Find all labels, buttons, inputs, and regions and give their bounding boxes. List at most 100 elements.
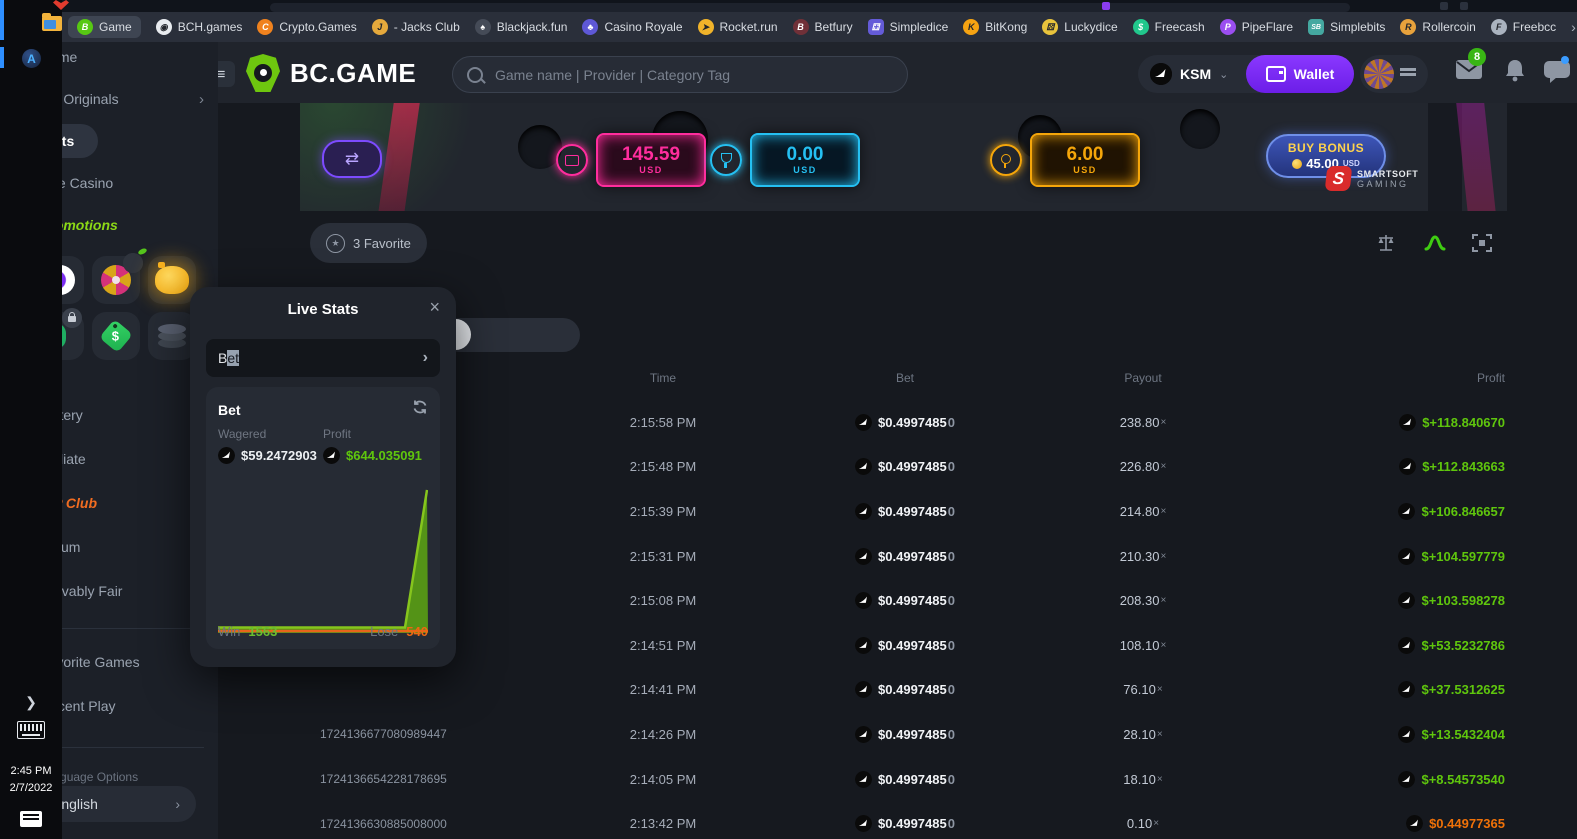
bet-row[interactable]: 2:15:08 PM $0.4997485 0 208.30 × $+103.598…	[0, 578, 1577, 623]
bookmark-item[interactable]: ⚃ Simpledice	[867, 19, 948, 35]
bet-row[interactable]: 2:15:48 PM $0.4997485 0 226.80 × $+112.843…	[0, 445, 1577, 490]
bookmarks-overflow-chevron[interactable]: ›	[1571, 19, 1576, 35]
bet-time: 2:15:58 PM	[629, 414, 697, 430]
chat-icon[interactable]	[1544, 61, 1572, 88]
browser-profile-icon[interactable]	[1460, 2, 1468, 10]
banner-refresh-button[interactable]: ⇄	[322, 140, 382, 178]
bc-game-logo[interactable]: BC.GAME	[246, 54, 416, 92]
ksm-coin-icon	[1399, 458, 1417, 476]
bet-row[interactable]: 1724136677080989447 2:14:26 PM $0.499748…	[0, 712, 1577, 757]
ksm-coin-icon	[855, 458, 873, 476]
bet-row[interactable]: 1724136630885008000 2:13:42 PM $0.499748…	[0, 801, 1577, 839]
bookmark-item[interactable]: SB Simplebits	[1308, 19, 1385, 35]
bet-time: 2:14:26 PM	[629, 726, 697, 742]
game-search[interactable]	[452, 56, 908, 93]
live-stats-icon[interactable]	[1424, 233, 1446, 253]
bookmark-favicon: R	[1400, 19, 1417, 35]
theater-mode-icon[interactable]	[1472, 233, 1492, 253]
bet-profit: $+53.5232786	[1280, 623, 1505, 668]
banner-stat-icon	[556, 144, 588, 176]
bet-id: 1724136630885008000	[320, 816, 447, 831]
bookmark-item[interactable]: B Betfury	[792, 19, 853, 35]
bet-id: 1724136677080989447	[320, 727, 447, 742]
bookmark-item[interactable]: J - Jacks Club	[371, 19, 460, 35]
ksm-coin-icon	[855, 636, 873, 654]
clock-time[interactable]: 2:45 PM	[10, 765, 52, 777]
bookmark-item[interactable]: F Freebcc	[1490, 19, 1556, 35]
bookmark-item[interactable]: K BitKong	[963, 19, 1027, 35]
language-options-label: Language Options	[40, 770, 139, 784]
bookmark-label: Betfury	[814, 20, 853, 34]
bet-row[interactable]: 2:15:39 PM $0.4997485 0 214.80 × $+106.846…	[0, 489, 1577, 534]
browser-menu-icon[interactable]	[1440, 2, 1448, 10]
avatar[interactable]	[1364, 59, 1394, 89]
smartsoft-icon: S	[1324, 166, 1353, 191]
banner-stat-value: 0.00	[786, 144, 824, 165]
clock-date[interactable]: 2/7/2022	[9, 782, 53, 794]
mail-badge: 8	[1468, 48, 1486, 66]
notifications-icon[interactable]	[20, 811, 42, 827]
bookmark-label: Luckydice	[1064, 20, 1118, 34]
sidebar-nav-item[interactable]: Favorite Games	[40, 654, 140, 670]
bookmark-label: Crypto.Games	[279, 20, 357, 34]
ksm-coin-icon	[855, 502, 873, 520]
app-a-icon[interactable]: A	[22, 49, 41, 68]
bet-payout: 18.10 ×	[1123, 771, 1163, 787]
bookmark-item[interactable]: B Game	[68, 16, 141, 38]
taskbar-expand-chevron[interactable]: ❯	[25, 694, 37, 710]
bookmark-item[interactable]: ⚄ Luckydice	[1042, 19, 1118, 35]
bet-row[interactable]: 2:14:41 PM $0.4997485 0 76.10 × $+37.53126…	[0, 668, 1577, 713]
bet-amount: $0.4997485 0	[800, 578, 1010, 623]
currency-code: KSM	[1180, 66, 1212, 82]
fairness-scales-icon[interactable]	[1376, 233, 1396, 253]
bet-amount: $0.4997485 0	[800, 801, 1010, 839]
ksm-coin-icon	[1398, 502, 1416, 520]
browser-chrome	[0, 0, 1577, 12]
bonus-tile[interactable]	[148, 256, 196, 304]
wallet-button[interactable]: Wallet	[1246, 55, 1354, 93]
bonus-tile[interactable]	[92, 312, 140, 360]
bookmark-favicon: F	[1490, 19, 1507, 35]
bet-time: 2:15:31 PM	[629, 548, 697, 564]
gold-coin-icon	[1292, 158, 1303, 169]
ksm-coin-icon	[855, 770, 873, 788]
bell-icon[interactable]	[1504, 59, 1526, 87]
bookmark-favicon: ◉	[155, 19, 172, 35]
close-icon[interactable]: ×	[429, 297, 440, 317]
chevron-right-icon: ›	[422, 349, 428, 366]
currency-wallet-bar: KSM ⌄ Wallet	[1138, 55, 1354, 93]
browser-url-bar[interactable]	[270, 3, 1350, 12]
bookmark-item[interactable]: ◉ BCH.games	[155, 19, 242, 35]
bookmark-item[interactable]: $ Freecash	[1132, 19, 1205, 35]
bet-row[interactable]: 2:14:51 PM $0.4997485 0 108.10 × $+53.5232…	[0, 623, 1577, 668]
bet-row[interactable]: 2:15:58 PM $0.4997485 0 238.80 × $+118.840…	[0, 400, 1577, 445]
search-input[interactable]	[493, 65, 893, 84]
browser-app-icon[interactable]	[53, 0, 69, 10]
bet-time: 2:14:51 PM	[629, 637, 697, 653]
bet-row[interactable]: 2:15:31 PM $0.4997485 0 210.30 × $+104.597…	[0, 534, 1577, 579]
bonus-tile[interactable]	[92, 247, 148, 304]
ksm-coin-icon	[1398, 547, 1416, 565]
bet-row[interactable]: 1724136654228178695 2:14:05 PM $0.499748…	[0, 757, 1577, 802]
reset-stats-icon[interactable]	[412, 399, 428, 420]
bookmark-item[interactable]: ♠ Blackjack.fun	[474, 19, 567, 35]
favorite-count-button[interactable]: ★ 3 Favorite	[310, 223, 427, 263]
keyboard-icon[interactable]	[17, 721, 45, 739]
bookmark-item[interactable]: R Rollercoin	[1400, 19, 1476, 35]
bookmark-item[interactable]: P PipeFlare	[1219, 19, 1293, 35]
bet-time: 2:13:42 PM	[629, 816, 697, 832]
file-explorer-icon[interactable]	[42, 13, 62, 31]
bookmark-item[interactable]: C Crypto.Games	[257, 19, 357, 35]
bonus-tile[interactable]	[148, 312, 196, 360]
account-menu-icon[interactable]	[1400, 68, 1416, 71]
banner-stat: 6.00 USD	[990, 133, 1140, 187]
ksm-coin-icon	[855, 413, 873, 431]
bet-payout: 210.30 ×	[1119, 548, 1167, 564]
bookmark-item[interactable]: ♣ Casino Royale	[582, 19, 683, 35]
chevron-down-icon: ⌄	[1219, 68, 1229, 81]
bookmark-item[interactable]: ➤ Rocket.run	[697, 19, 778, 35]
bet-amount: $0.4997485 0	[800, 668, 1010, 713]
extension-icon[interactable]	[1102, 2, 1110, 10]
currency-selector[interactable]: KSM ⌄	[1150, 63, 1228, 85]
